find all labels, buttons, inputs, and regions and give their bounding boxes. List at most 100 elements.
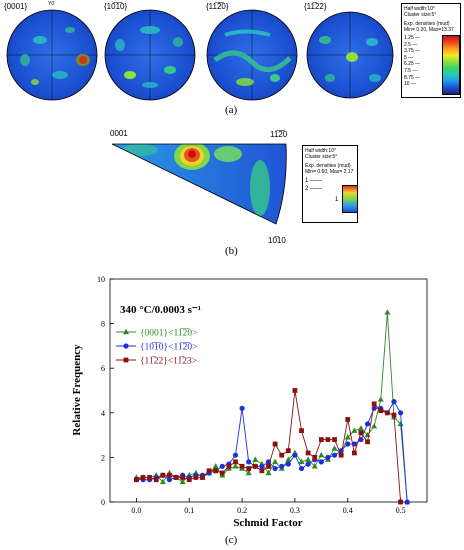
data-point <box>134 477 139 483</box>
legend-entry: {0001}<11̅2̅0> <box>140 328 197 339</box>
data-point <box>371 422 378 429</box>
data-point <box>365 439 370 445</box>
data-point <box>279 452 285 458</box>
data-point <box>259 463 265 469</box>
data-point <box>219 463 225 469</box>
data-point <box>200 475 205 480</box>
pole-figure-axis-label: Y0 <box>48 1 55 7</box>
data-point <box>357 425 364 431</box>
legend-level: 10 — <box>404 81 416 88</box>
data-point <box>272 458 279 465</box>
data-point <box>384 309 391 315</box>
data-point <box>239 463 245 469</box>
legend-heading: Exp. densities (mud) <box>404 21 450 27</box>
data-point <box>305 450 311 456</box>
data-point <box>239 405 245 411</box>
y-axis-label: Relative Frequency <box>71 344 83 436</box>
legend-level: 1 —— <box>305 178 323 184</box>
data-point <box>398 499 403 505</box>
data-point <box>272 441 278 447</box>
data-point <box>226 463 232 469</box>
data-point <box>364 431 371 438</box>
ipf-legend: Half width:10° Cluster size:5° Exp. dens… <box>302 145 358 223</box>
x-tick-label: 0.0 <box>131 506 141 515</box>
data-point <box>153 477 159 483</box>
data-point <box>180 475 186 480</box>
data-point <box>160 472 166 478</box>
data-point <box>332 437 337 442</box>
data-point <box>298 458 305 465</box>
data-point <box>338 452 344 458</box>
data-point <box>166 477 173 483</box>
legend-swatch-marker <box>123 357 129 363</box>
chart-legend: {0001}<11̅2̅0> {10̅1̅0}<11̅2̅0> {11̅22}<11… <box>116 328 197 367</box>
data-point <box>212 463 219 469</box>
pole-figures-panel <box>6 9 394 101</box>
legend-level: 5 — <box>404 54 414 61</box>
density-colorbar <box>342 185 358 213</box>
data-point <box>344 434 351 440</box>
data-point <box>391 412 397 418</box>
schmid-factor-chart: 0.0 0.1 0.2 0.3 0.4 0.5 0 2 4 6 8 10 340 °C/0.0003 … <box>71 275 428 529</box>
data-point <box>219 470 225 476</box>
data-point <box>397 420 404 427</box>
data-point <box>186 477 192 483</box>
legend-entry: {11̅22}<11̅23> <box>140 356 197 367</box>
legend-line: Half width:10° <box>305 148 336 154</box>
data-point <box>292 452 298 458</box>
legend-heading: Exp. densities (mud) <box>305 163 351 169</box>
data-point <box>259 468 265 474</box>
x-tick-label: 0.3 <box>290 506 300 515</box>
inverse-pole-figure <box>111 143 287 225</box>
data-point <box>305 456 312 462</box>
data-point <box>246 459 252 465</box>
pole-figure-11-20 <box>206 9 298 101</box>
series-layer <box>133 309 411 505</box>
data-point <box>285 456 292 462</box>
legend-swatch-marker <box>123 328 129 335</box>
y-tick-label: 10 <box>97 275 105 284</box>
panel-caption-b: (b) <box>225 245 238 257</box>
data-point <box>318 451 325 458</box>
data-point <box>311 463 318 469</box>
data-point <box>206 468 212 474</box>
data-point <box>345 441 351 447</box>
data-point <box>252 463 258 469</box>
data-point <box>167 472 172 478</box>
data-point <box>159 478 166 485</box>
data-point <box>147 475 153 480</box>
legend-level: 6.25 — <box>404 61 421 68</box>
ipf-corner-right: 11̅2̅0 <box>270 130 288 139</box>
data-point <box>233 459 238 465</box>
data-point <box>351 450 357 456</box>
legend-range: Min= 0.20, Max=13.37 <box>404 27 454 33</box>
legend-range: Min= 0.60, Max= 2.17 <box>305 169 354 175</box>
data-point <box>397 410 404 416</box>
x-tick-label: 0.2 <box>237 506 247 515</box>
pole-figure-10-10 <box>104 9 196 101</box>
legend-line: Cluster size:5° <box>305 154 338 160</box>
data-point <box>266 463 271 469</box>
series-2 <box>134 388 403 505</box>
data-point <box>331 445 338 451</box>
density-colorbar <box>442 35 460 95</box>
data-point <box>279 463 285 469</box>
ipf-corner-bottom: 10̅10 <box>268 236 286 245</box>
data-point <box>140 475 146 480</box>
ipf-corner-left: 0001 <box>110 129 128 138</box>
pole-figure-label: {11̅22} <box>304 2 327 11</box>
data-point <box>179 478 186 485</box>
data-point <box>345 417 351 422</box>
y-tick-label: 2 <box>101 453 105 462</box>
data-point <box>213 468 219 474</box>
data-point <box>318 459 324 465</box>
data-point <box>232 452 239 458</box>
data-point <box>391 399 397 405</box>
x-tick-label: 0.4 <box>343 506 353 515</box>
data-point <box>298 465 305 472</box>
axis-ticks: 0.0 0.1 0.2 0.3 0.4 0.5 0 2 4 6 8 10 <box>97 275 406 515</box>
data-point <box>384 410 390 416</box>
data-point <box>378 408 384 413</box>
data-point <box>173 475 179 480</box>
pole-figure-label: {11̅2̅0} <box>206 2 229 11</box>
